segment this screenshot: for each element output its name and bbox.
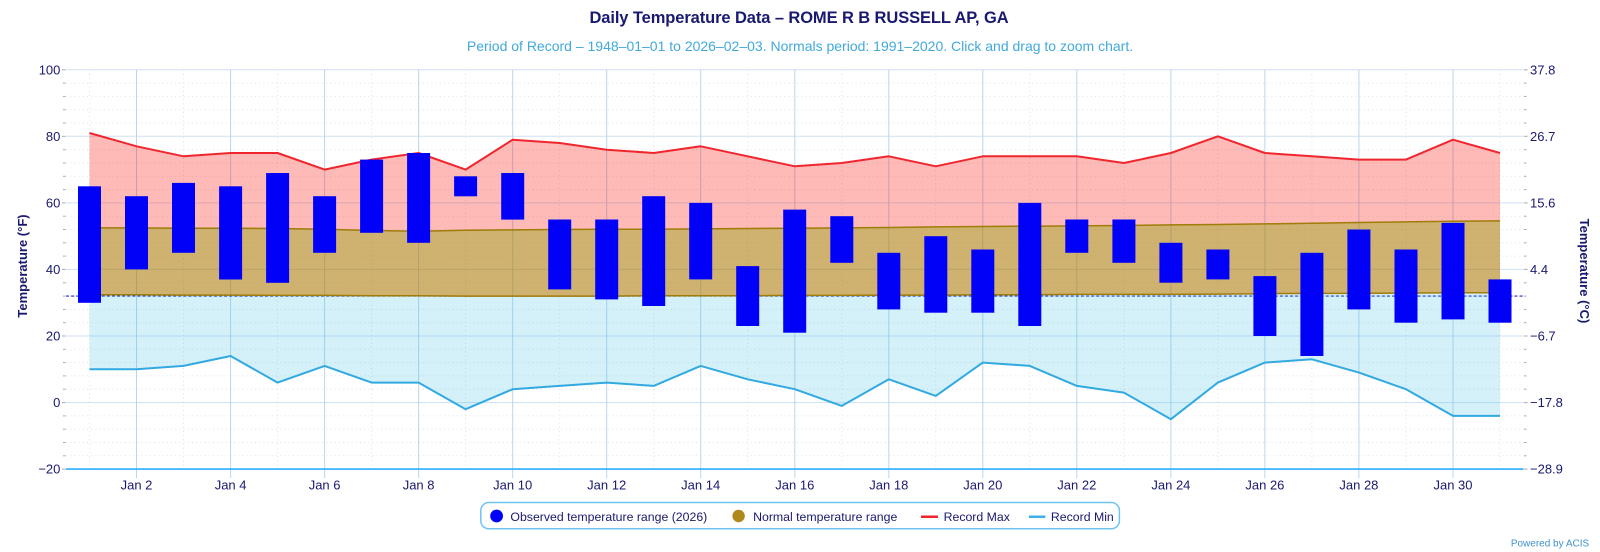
svg-text:Temperature (°F): Temperature (°F) <box>15 214 30 317</box>
svg-text:20: 20 <box>46 329 60 344</box>
svg-text:Record Min: Record Min <box>1051 510 1114 524</box>
svg-text:37.8: 37.8 <box>1530 62 1555 77</box>
svg-text:100: 100 <box>39 62 61 77</box>
svg-text:Normal temperature range: Normal temperature range <box>753 510 897 524</box>
svg-text:Record Max: Record Max <box>944 510 1011 524</box>
svg-text:Observed temperature range (20: Observed temperature range (2026) <box>510 510 707 524</box>
svg-text:−28.9: −28.9 <box>1530 462 1563 477</box>
svg-text:−17.8: −17.8 <box>1530 395 1563 410</box>
svg-text:Jan 28: Jan 28 <box>1339 478 1378 493</box>
svg-text:−6.7: −6.7 <box>1530 329 1556 344</box>
svg-text:Jan 30: Jan 30 <box>1433 478 1472 493</box>
svg-text:Jan 10: Jan 10 <box>493 478 532 493</box>
svg-text:Jan 6: Jan 6 <box>309 478 341 493</box>
svg-text:Jan 4: Jan 4 <box>215 478 247 493</box>
svg-text:Powered by ACIS: Powered by ACIS <box>1511 539 1590 550</box>
svg-text:Daily Temperature Data – ROME: Daily Temperature Data – ROME R B RUSSEL… <box>589 9 1008 27</box>
svg-text:Jan 26: Jan 26 <box>1245 478 1284 493</box>
svg-text:40: 40 <box>46 262 60 277</box>
svg-text:Jan 16: Jan 16 <box>775 478 814 493</box>
svg-text:Jan 12: Jan 12 <box>587 478 626 493</box>
svg-text:15.6: 15.6 <box>1530 195 1555 210</box>
svg-text:Period of Record – 1948–01–01: Period of Record – 1948–01–01 to 2026–02… <box>467 38 1133 54</box>
svg-text:Jan 20: Jan 20 <box>963 478 1002 493</box>
svg-text:Jan 22: Jan 22 <box>1057 478 1096 493</box>
svg-text:Jan 24: Jan 24 <box>1151 478 1190 493</box>
svg-text:0: 0 <box>53 395 60 410</box>
svg-text:−20: −20 <box>38 462 60 477</box>
svg-text:26.7: 26.7 <box>1530 129 1555 144</box>
svg-text:Temperature (°C): Temperature (°C) <box>1577 219 1592 324</box>
svg-text:4.4: 4.4 <box>1530 262 1548 277</box>
svg-text:80: 80 <box>46 129 60 144</box>
svg-text:Jan 14: Jan 14 <box>681 478 720 493</box>
svg-text:Jan 8: Jan 8 <box>403 478 435 493</box>
svg-text:60: 60 <box>46 195 60 210</box>
svg-text:Jan 2: Jan 2 <box>121 478 153 493</box>
svg-text:Jan 18: Jan 18 <box>869 478 908 493</box>
